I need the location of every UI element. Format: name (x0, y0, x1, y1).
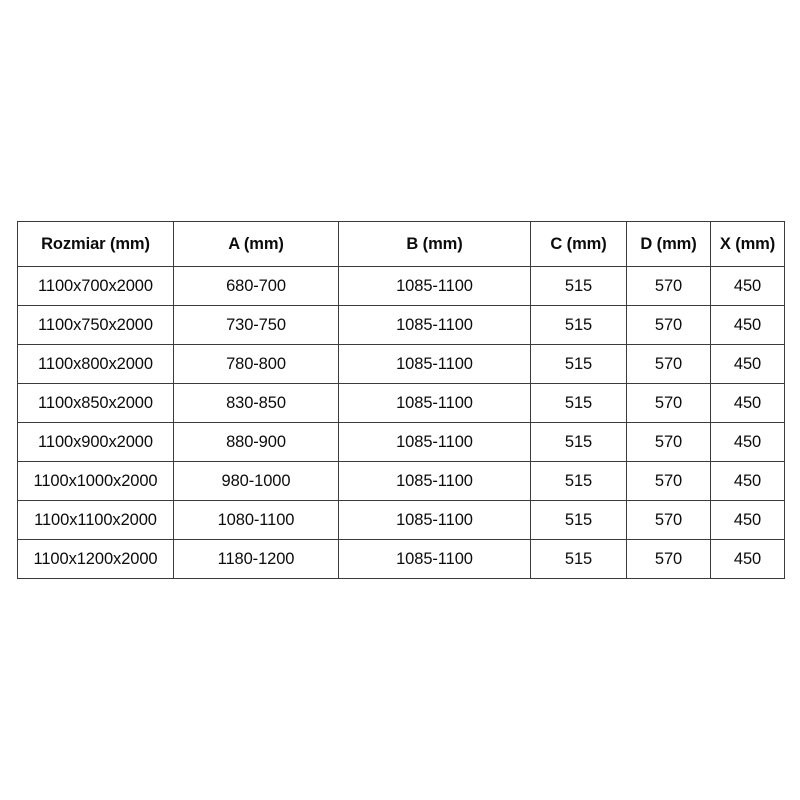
table-row: 1100x800x2000 780-800 1085-1100 515 570 450 (17, 344, 785, 384)
table-cell: 1085-1100 (338, 344, 531, 384)
table-cell: 1100x850x2000 (17, 383, 174, 423)
table-cell: 570 (626, 461, 711, 501)
table-cell: 450 (710, 344, 785, 384)
table-cell: 515 (530, 422, 627, 462)
table-cell: 450 (710, 461, 785, 501)
table-cell: 1085-1100 (338, 422, 531, 462)
table-cell: 730-750 (173, 305, 339, 345)
table-row: 1100x850x2000 830-850 1085-1100 515 570 450 (17, 383, 785, 423)
table-cell: 450 (710, 266, 785, 306)
table-cell: 680-700 (173, 266, 339, 306)
table-cell: 1100x1100x2000 (17, 500, 174, 540)
table-cell: 1180-1200 (173, 539, 339, 579)
column-header-d: D (mm) (626, 221, 711, 267)
table-cell: 450 (710, 422, 785, 462)
table-cell: 515 (530, 461, 627, 501)
column-header-a: A (mm) (173, 221, 339, 267)
table-cell: 1085-1100 (338, 539, 531, 579)
table-cell: 880-900 (173, 422, 339, 462)
column-header-b: B (mm) (338, 221, 531, 267)
table-cell: 570 (626, 305, 711, 345)
table-row: 1100x900x2000 880-900 1085-1100 515 570 450 (17, 422, 785, 462)
table-row: 1100x700x2000 680-700 1085-1100 515 570 450 (17, 266, 785, 306)
table-cell: 450 (710, 305, 785, 345)
table-cell: 1100x1200x2000 (17, 539, 174, 579)
table-cell: 1085-1100 (338, 461, 531, 501)
table-cell: 980-1000 (173, 461, 339, 501)
table-cell: 570 (626, 500, 711, 540)
table-cell: 515 (530, 539, 627, 579)
table-cell: 1100x750x2000 (17, 305, 174, 345)
table-body: 1100x700x2000 680-700 1085-1100 515 570 450 11… (17, 266, 785, 579)
table-cell: 570 (626, 422, 711, 462)
table-cell: 1085-1100 (338, 383, 531, 423)
table-cell: 515 (530, 344, 627, 384)
table-cell: 450 (710, 539, 785, 579)
table-cell: 1100x800x2000 (17, 344, 174, 384)
specification-table: Rozmiar (mm) A (mm) B (mm) C (mm) D (mm)… (17, 221, 785, 579)
table-header-row: Rozmiar (mm) A (mm) B (mm) C (mm) D (mm)… (17, 221, 785, 267)
table-cell: 570 (626, 539, 711, 579)
table-cell: 780-800 (173, 344, 339, 384)
table-cell: 1100x1000x2000 (17, 461, 174, 501)
table-cell: 570 (626, 344, 711, 384)
table-cell: 830-850 (173, 383, 339, 423)
table-cell: 570 (626, 383, 711, 423)
table-row: 1100x1100x2000 1080-1100 1085-1100 515 570 45… (17, 500, 785, 540)
table-cell: 1085-1100 (338, 500, 531, 540)
column-header-x: X (mm) (710, 221, 785, 267)
table-cell: 1100x900x2000 (17, 422, 174, 462)
table-row: 1100x750x2000 730-750 1085-1100 515 570 450 (17, 305, 785, 345)
column-header-c: C (mm) (530, 221, 627, 267)
table-cell: 450 (710, 383, 785, 423)
table-cell: 515 (530, 500, 627, 540)
table-cell: 515 (530, 305, 627, 345)
table-cell: 1085-1100 (338, 305, 531, 345)
table-cell: 515 (530, 383, 627, 423)
specification-table-container: Rozmiar (mm) A (mm) B (mm) C (mm) D (mm)… (17, 221, 785, 579)
table-cell: 1100x700x2000 (17, 266, 174, 306)
table-cell: 450 (710, 500, 785, 540)
table-cell: 570 (626, 266, 711, 306)
table-row: 1100x1200x2000 1180-1200 1085-1100 515 570 45… (17, 539, 785, 579)
table-cell: 1080-1100 (173, 500, 339, 540)
table-row: 1100x1000x2000 980-1000 1085-1100 515 570 450 (17, 461, 785, 501)
table-header: Rozmiar (mm) A (mm) B (mm) C (mm) D (mm)… (17, 221, 785, 267)
table-cell: 1085-1100 (338, 266, 531, 306)
table-cell: 515 (530, 266, 627, 306)
column-header-rozmiar: Rozmiar (mm) (17, 221, 174, 267)
